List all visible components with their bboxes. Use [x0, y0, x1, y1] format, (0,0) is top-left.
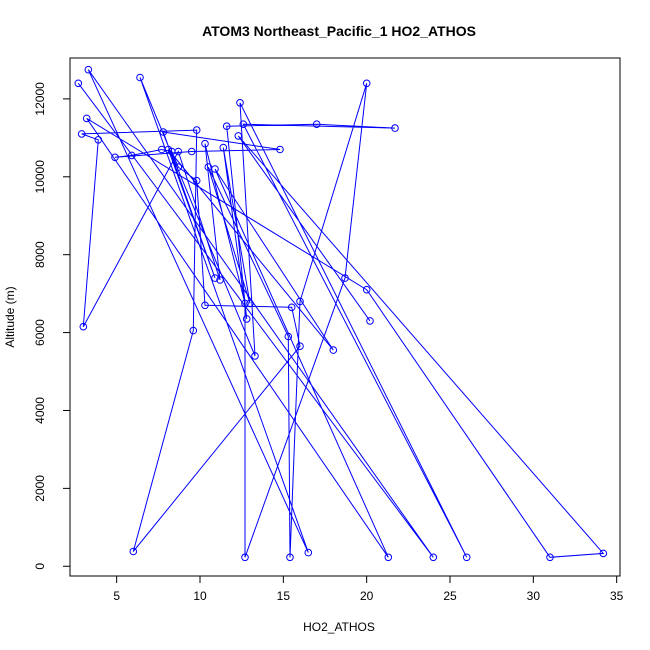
x-tick-label: 10 — [193, 589, 207, 603]
data-point — [201, 139, 209, 148]
data-point — [164, 145, 173, 154]
x-tick-label: 20 — [360, 589, 374, 603]
data-point — [341, 274, 349, 282]
data-point — [287, 303, 296, 312]
data-point — [296, 297, 304, 306]
data-point — [241, 553, 249, 562]
data-point — [239, 120, 248, 128]
y-tick-label: 2000 — [33, 475, 47, 502]
y-axis-label: Altitude (m) — [3, 286, 17, 347]
data-point — [462, 553, 471, 562]
data-point — [246, 299, 254, 308]
data-point — [241, 299, 249, 308]
data-point — [362, 285, 371, 294]
y-tick-label: 4000 — [33, 397, 47, 424]
x-axis: 5 10 15 20 25 30 35 — [113, 575, 624, 603]
data-point — [312, 120, 321, 128]
data-point — [236, 99, 244, 107]
y-axis: 0 2000 4000 6000 8000 10000 12000 — [33, 82, 71, 570]
data-point — [599, 549, 608, 558]
data-point — [192, 126, 201, 134]
series-line — [77, 69, 605, 558]
data-point — [82, 114, 91, 123]
data-point — [204, 163, 213, 171]
data-point — [366, 317, 374, 325]
data-point — [94, 136, 103, 144]
data-point — [304, 548, 313, 557]
plot-frame — [69, 57, 621, 577]
data-point — [242, 315, 251, 323]
data-point — [216, 276, 224, 284]
data-point — [189, 326, 198, 335]
x-tick-label: 25 — [443, 589, 457, 603]
data-point — [286, 553, 294, 562]
data-point — [136, 73, 144, 82]
data-point — [84, 65, 93, 74]
x-tick-label: 30 — [527, 589, 541, 603]
data-point — [251, 352, 259, 360]
data-point — [174, 163, 183, 171]
y-tick-label: 10000 — [33, 160, 47, 194]
y-tick-label: 6000 — [33, 319, 47, 346]
data-point — [219, 143, 228, 152]
data-point — [77, 130, 86, 138]
y-tick-label: 0 — [33, 563, 47, 570]
data-point — [391, 124, 399, 132]
data-point — [211, 165, 219, 173]
data-point — [79, 322, 88, 331]
data-point — [74, 79, 83, 88]
x-tick-label: 5 — [113, 589, 120, 603]
x-tick-label: 15 — [277, 589, 291, 603]
y-tick-label: 12000 — [33, 82, 47, 116]
data-point — [201, 301, 209, 310]
data-point — [211, 274, 219, 282]
data-point — [362, 79, 371, 88]
data-point — [296, 342, 304, 351]
data-point — [187, 147, 196, 156]
data-point — [111, 153, 119, 162]
data-point — [384, 553, 393, 562]
data-point — [284, 332, 293, 341]
data-point — [329, 346, 338, 354]
data-point — [129, 547, 138, 556]
data-point — [546, 553, 554, 562]
data-point — [234, 132, 243, 140]
chart-title: ATOM3 Northeast_Pacific_1 HO2_ATHOS — [202, 23, 476, 39]
data-point — [159, 128, 168, 136]
data-point — [276, 145, 284, 154]
x-tick-label: 35 — [610, 589, 624, 603]
x-axis-label: HO2_ATHOS — [303, 620, 375, 634]
data-point — [222, 122, 231, 130]
data-point — [192, 176, 201, 185]
data-point — [429, 553, 438, 562]
series-layer — [74, 65, 608, 562]
data-point — [127, 151, 136, 160]
y-tick-label: 8000 — [33, 241, 47, 268]
